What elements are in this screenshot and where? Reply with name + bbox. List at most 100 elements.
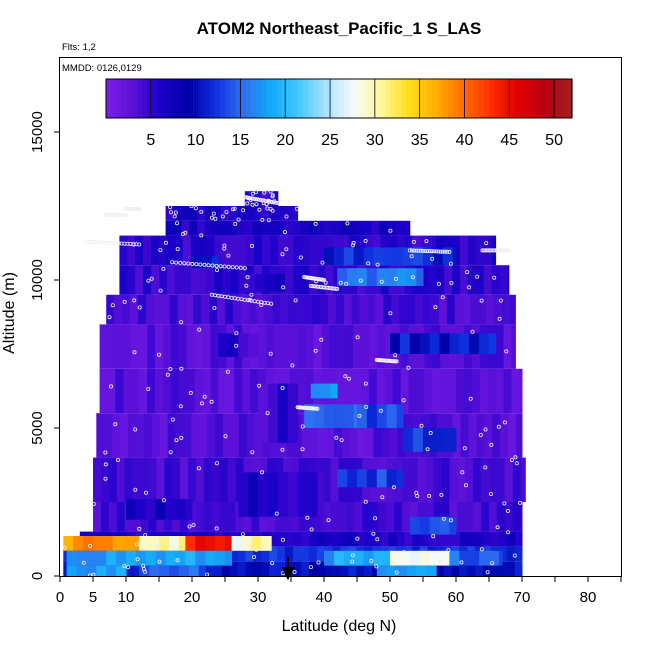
heatmap-cell <box>260 220 269 236</box>
heatmap-cell <box>285 265 295 295</box>
heatmap-cell <box>390 333 401 354</box>
observation-point <box>234 331 239 336</box>
observation-point <box>179 366 184 371</box>
heatmap-cell <box>432 428 444 452</box>
heatmap-cell <box>504 457 514 502</box>
heatmap-cell <box>349 413 359 458</box>
observation-point <box>431 249 436 254</box>
colorbar-tick-label: 10 <box>187 132 205 149</box>
observation-point <box>470 329 475 334</box>
heatmap-cell <box>326 413 335 458</box>
heatmap-cell <box>448 368 457 414</box>
heatmap-cell <box>335 294 345 325</box>
heatmap-cell <box>438 294 448 325</box>
heatmap-cell <box>178 368 188 414</box>
observation-point <box>431 534 436 539</box>
heatmap-cell <box>189 206 198 221</box>
colorbar-segment <box>473 79 480 118</box>
colorbar-segment <box>385 79 392 118</box>
colorbar-segment <box>535 79 542 118</box>
heatmap-cell <box>345 324 354 369</box>
colorbar-segment <box>235 79 242 118</box>
heatmap-cell <box>347 220 357 236</box>
colorbar-segment <box>157 79 164 118</box>
heatmap-cell <box>139 536 150 551</box>
observation-point <box>391 485 396 490</box>
dates-note: MMDD: 0126,0129 <box>62 63 142 74</box>
heatmap-cell <box>426 565 437 576</box>
heatmap-cell <box>449 516 457 535</box>
heatmap-cell <box>330 502 339 532</box>
observation-point <box>496 424 501 429</box>
observation-point <box>126 565 131 570</box>
observation-point <box>407 248 412 253</box>
heatmap-cell <box>126 550 137 566</box>
heatmap-cell <box>100 502 110 532</box>
heatmap-cell <box>130 294 139 325</box>
observation-point <box>174 260 179 265</box>
heatmap-cell <box>318 413 327 458</box>
heatmap-cell <box>489 550 500 566</box>
heatmap-cell <box>226 368 235 414</box>
heatmap-cell <box>320 294 329 325</box>
colorbar-segment <box>188 79 195 118</box>
observation-point <box>358 278 363 283</box>
heatmap-cell <box>93 502 102 532</box>
heatmap-cell <box>498 561 508 576</box>
observation-point <box>284 247 289 252</box>
heatmap-cell <box>476 413 485 458</box>
heatmap-cell <box>277 472 289 517</box>
heatmap-cell <box>499 265 508 295</box>
heatmap-cell <box>354 502 363 532</box>
colorbar: 5 10 15 20 25 30 35 40 45 50 <box>105 78 573 149</box>
y-tick-label: 10000 <box>29 259 46 301</box>
observation-point <box>188 390 193 395</box>
heatmap-cell <box>392 368 401 414</box>
colorbar-segment <box>307 79 314 118</box>
colorbar-segment <box>515 79 521 118</box>
observation-point <box>326 518 331 523</box>
heatmap-cell <box>260 206 269 221</box>
observation-point <box>168 366 173 371</box>
heatmap-cell <box>514 561 523 576</box>
heatmap-cell <box>413 428 424 452</box>
heatmap-cell <box>506 561 516 576</box>
observation-point <box>440 295 445 300</box>
observation-point <box>442 249 447 254</box>
heatmap-cell <box>149 565 160 576</box>
colorbar-tick-label: 35 <box>411 132 429 149</box>
heatmap-cell <box>396 469 404 488</box>
observation-point <box>194 262 199 267</box>
heatmap-cell <box>100 457 110 502</box>
colorbar-segment <box>214 79 221 118</box>
heatmap-cell <box>416 565 427 576</box>
heatmap-cell <box>312 294 321 325</box>
observation-point <box>158 288 163 293</box>
heatmap-cell <box>218 333 229 357</box>
heatmap-cell <box>213 220 222 236</box>
heatmap-cell <box>498 546 508 562</box>
heatmap-cell <box>333 550 345 566</box>
heatmap-cell <box>230 235 239 266</box>
observation-point <box>210 263 215 268</box>
heatmap-cell <box>444 531 453 547</box>
observation-point <box>262 198 267 203</box>
heatmap-cell <box>386 268 398 286</box>
colorbar-segment <box>504 79 511 118</box>
colorbar-segment <box>266 79 273 118</box>
heatmap-cell <box>229 220 238 236</box>
heatmap-cell <box>343 404 355 428</box>
heatmap-cell <box>483 531 493 547</box>
observation-point <box>186 261 191 266</box>
observation-point <box>189 204 194 209</box>
heatmap-cell <box>174 265 184 295</box>
observation-point <box>242 195 247 200</box>
observation-point <box>137 242 142 247</box>
heatmap-cell <box>475 265 485 295</box>
heatmap-cell <box>232 294 242 325</box>
x-tick-label: 20 <box>184 589 201 606</box>
observation-point <box>199 233 204 238</box>
observation-point <box>290 363 295 368</box>
heatmap-cell <box>205 550 216 566</box>
colorbar-segment <box>380 79 387 118</box>
